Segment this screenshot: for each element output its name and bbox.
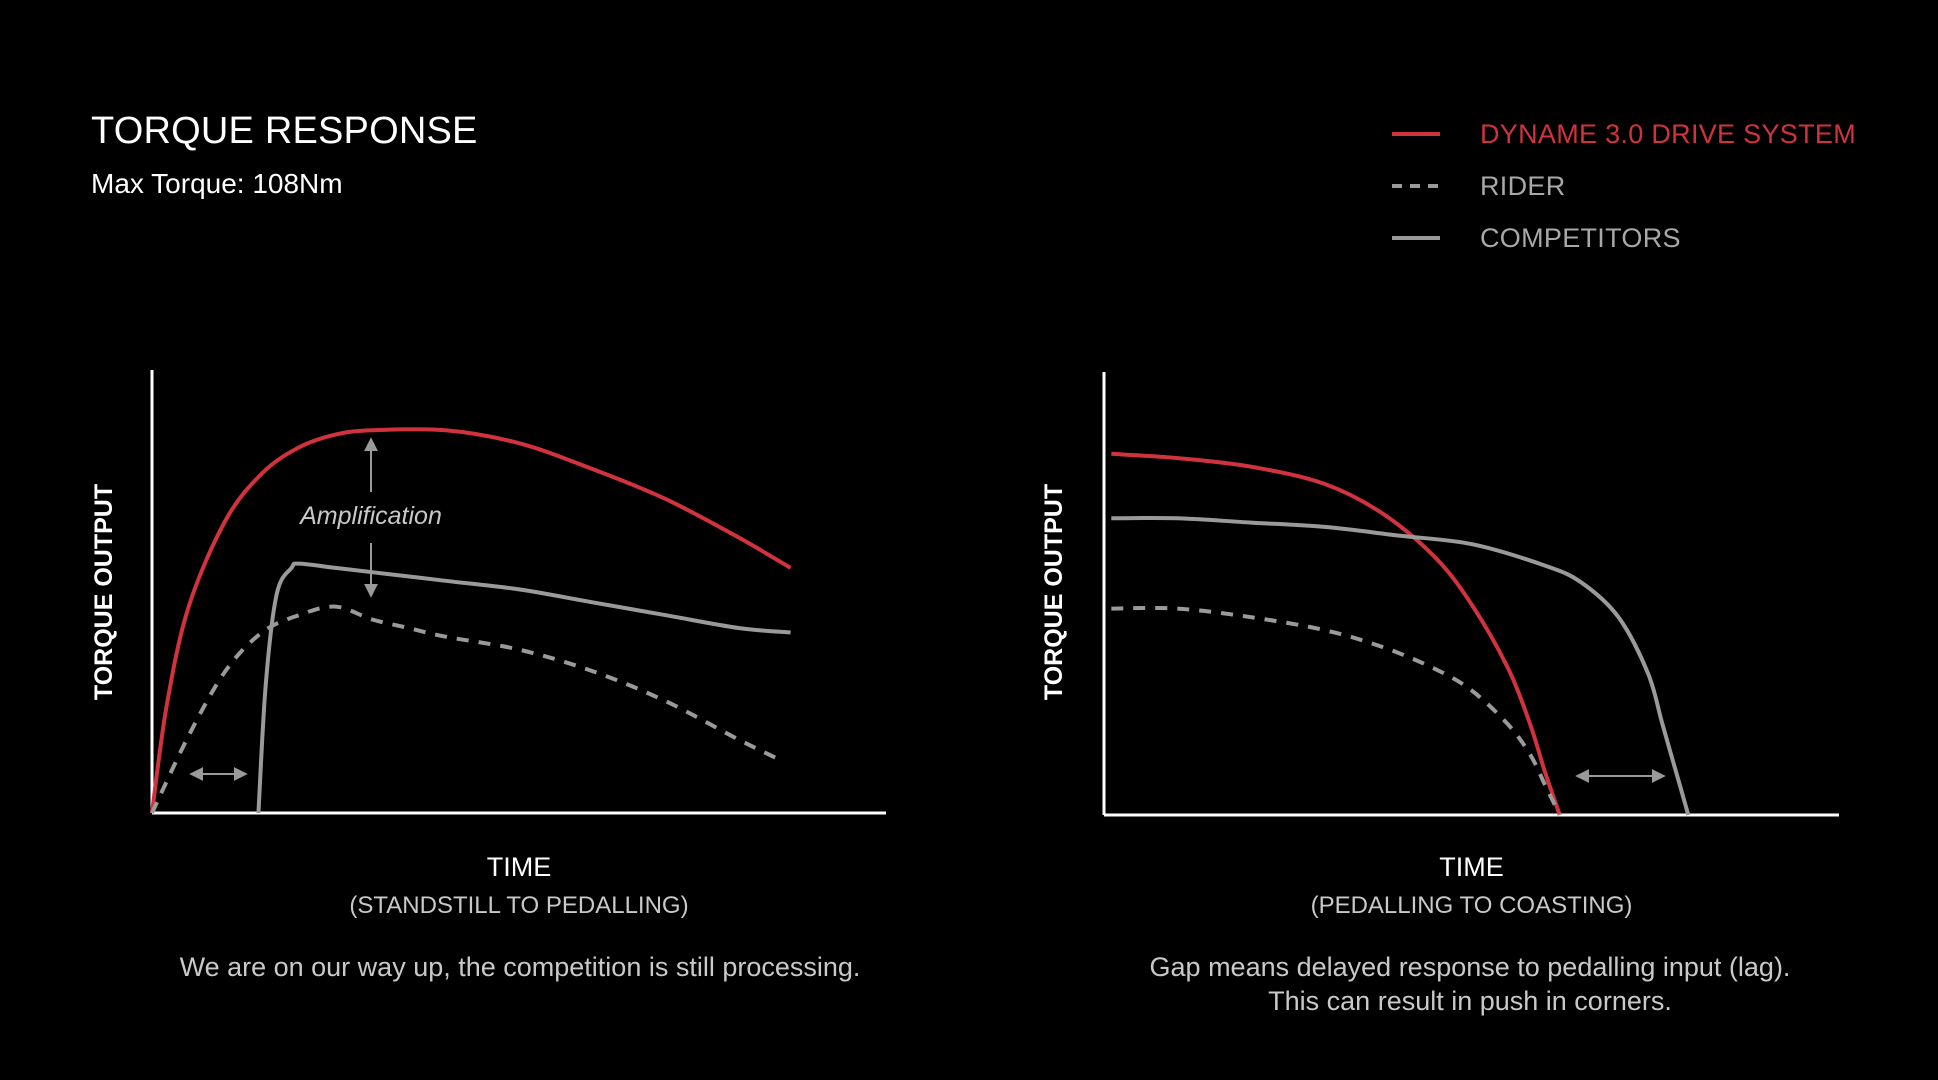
chart-2-series-rider	[1111, 605, 1562, 816]
legend-item-competitors: COMPETITORS	[1392, 212, 1856, 264]
chart-1-y-label: TORQUE OUTPUT	[90, 484, 118, 700]
chart-1-x-label: TIME	[486, 852, 552, 882]
chart-2-series-dyname	[1111, 451, 1562, 816]
legend-swatch-competitors	[1392, 236, 1440, 240]
chart-2-caption-line-2: This can result in push in corners.	[1268, 986, 1672, 1016]
amplification-label: Amplification	[298, 502, 442, 530]
legend-item-dyname: DYNAME 3.0 DRIVE SYSTEM	[1392, 108, 1856, 160]
legend-label-rider: RIDER	[1480, 170, 1566, 201]
legend-item-rider: RIDER	[1392, 160, 1856, 212]
chart-1: TORQUE OUTPUT Amplification	[90, 370, 886, 815]
legend-label-dyname: DYNAME 3.0 DRIVE SYSTEM	[1480, 118, 1856, 149]
chart-2: TORQUE OUTPUT	[1040, 372, 1839, 817]
page-title: TORQUE RESPONSE	[91, 110, 478, 152]
chart-2-caption: Gap means delayed response to pedalling …	[1040, 950, 1900, 1018]
legend-swatch-rider	[1392, 184, 1440, 188]
legend: DYNAME 3.0 DRIVE SYSTEM RIDER COMPETITOR…	[1392, 108, 1856, 264]
chart-1-series-rider	[150, 604, 785, 814]
chart-1-series-competitors	[256, 561, 791, 814]
chart-1-x-sublabel: (STANDSTILL TO PEDALLING)	[349, 892, 689, 919]
page-subtitle: Max Torque: 108Nm	[91, 168, 343, 199]
chart-2-x-sublabel: (PEDALLING TO COASTING)	[1310, 892, 1633, 919]
chart-2-y-label: TORQUE OUTPUT	[1040, 484, 1068, 700]
chart-2-x-label: TIME	[1439, 852, 1504, 882]
chart-1-caption: We are on our way up, the competition is…	[179, 952, 861, 982]
legend-label-competitors: COMPETITORS	[1480, 222, 1681, 253]
chart-1-series-dyname	[150, 427, 792, 814]
chart-2-series-competitors	[1111, 515, 1691, 816]
legend-swatch-dyname	[1392, 132, 1440, 136]
chart-2-caption-line-1: Gap means delayed response to pedalling …	[1149, 952, 1791, 982]
